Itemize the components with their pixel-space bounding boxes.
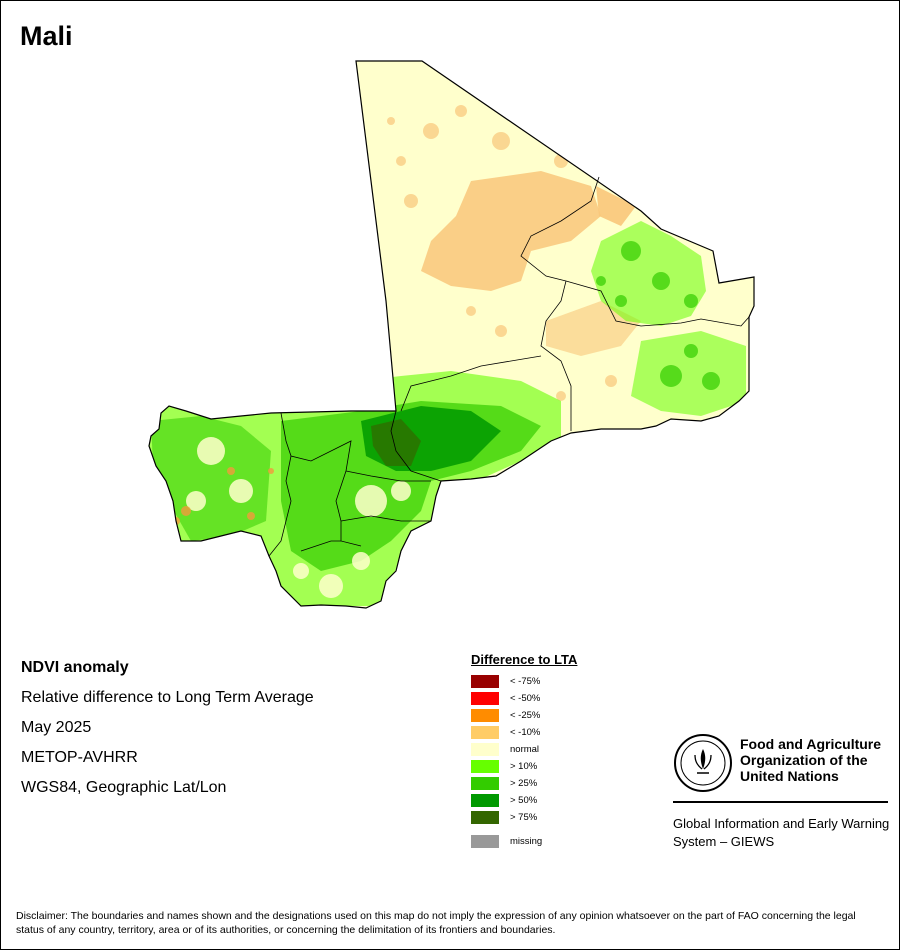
region-boundaries	[268, 176, 750, 557]
dry-anomaly-zone-northeast	[596, 186, 636, 226]
mali-country-outline	[148, 60, 755, 609]
legend-label: < -50%	[510, 693, 541, 704]
legend-label: > 50%	[510, 795, 538, 806]
legend-swatch	[471, 675, 499, 688]
legend-label: > 75%	[510, 812, 538, 823]
period: May 2025	[21, 719, 92, 736]
ndvi-anomaly-raster	[149, 105, 746, 606]
legend-swatch	[471, 726, 499, 739]
green-anomaly-west	[151, 416, 271, 541]
legend-item: < -75%	[471, 673, 671, 690]
dry-spots-southwest	[172, 467, 274, 525]
disclaimer: Disclaimer: The boundaries and names sho…	[16, 910, 856, 936]
legend-swatch	[471, 794, 499, 807]
product-description: Relative difference to Long Term Average	[21, 689, 314, 706]
legend-swatch	[471, 777, 499, 790]
legend-swatch	[471, 811, 499, 824]
legend-label: > 10%	[510, 761, 538, 772]
fao-divider	[673, 801, 888, 803]
dry-anomaly-zone-north	[421, 171, 601, 291]
legend-swatch	[471, 743, 499, 756]
green-anomaly-south-darkest	[371, 419, 421, 466]
legend-items: < -75% < -50% < -25% < -10% normal > 10% > 25%…	[471, 673, 671, 826]
legend-swatch	[471, 692, 499, 705]
legend-label-missing: missing	[510, 836, 543, 847]
green-anomaly-east	[631, 331, 746, 416]
legend-item: > 50%	[471, 792, 671, 809]
fao-logo-icon	[674, 734, 732, 792]
map-canvas	[148, 60, 755, 609]
legend: Difference to LTA < -75% < -50% < -25% < -1…	[471, 652, 671, 850]
legend-item: normal	[471, 741, 671, 758]
legend-label: > 25%	[510, 778, 538, 789]
legend-label: < -25%	[510, 710, 541, 721]
legend-swatch	[471, 709, 499, 722]
sensor: METOP-AVHRR	[21, 749, 138, 766]
legend-item: < -25%	[471, 707, 671, 724]
legend-item: < -50%	[471, 690, 671, 707]
legend-item-missing: missing	[471, 833, 671, 850]
projection: WGS84, Geographic Lat/Lon	[21, 779, 227, 796]
legend-item: > 25%	[471, 775, 671, 792]
green-spots-east	[596, 241, 720, 390]
legend-item: > 10%	[471, 758, 671, 775]
map-info-block: NDVI anomaly Relative difference to Long…	[21, 657, 314, 807]
giews-name: Global Information and Early Warning Sys…	[673, 816, 890, 849]
legend-label: < -75%	[510, 676, 541, 687]
legend-swatch	[471, 760, 499, 773]
legend-swatch-missing	[471, 835, 499, 848]
dry-anomaly-zone-central	[546, 301, 641, 356]
normal-patches-south	[186, 437, 411, 598]
legend-title: Difference to LTA	[471, 652, 578, 667]
product-name: NDVI anomaly	[21, 659, 129, 676]
legend-item: < -10%	[471, 724, 671, 741]
legend-label: < -10%	[510, 727, 541, 738]
legend-label: normal	[510, 744, 540, 755]
fao-organization-name: Food and Agriculture Organization of the…	[740, 736, 882, 784]
legend-item: > 75%	[471, 809, 671, 826]
map-title: Mali	[20, 21, 73, 51]
